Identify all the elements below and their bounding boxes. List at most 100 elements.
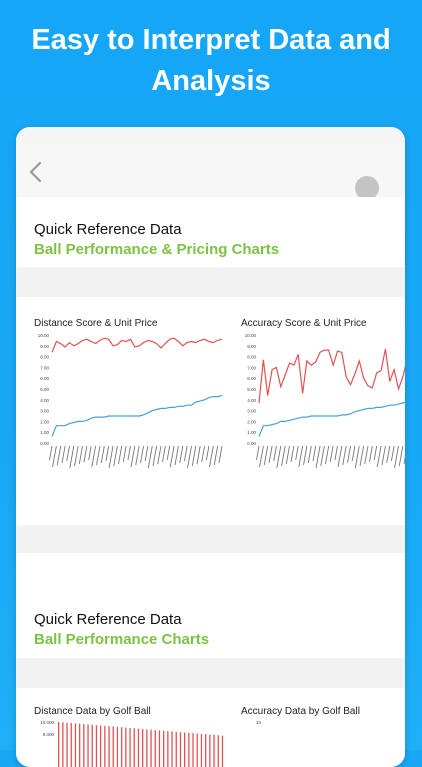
bar-2-34 [201,734,202,767]
x-tick-label-0-21 [140,446,143,463]
x-tick-label-0-25 [158,446,161,464]
x-tick-label-1-31 [391,446,394,461]
status-bar [16,127,405,145]
x-tick-label-1-25 [365,446,368,464]
section-header-2: Quick Reference Data Ball Performance Ch… [16,553,405,658]
series-line-1-0 [259,349,405,403]
x-tick-label-0-10 [92,446,96,467]
x-tick-label-1-10 [299,446,303,467]
y-tick-label-0-8: 8.00 [40,355,49,360]
y-tick-label-3-0: 10 [256,720,262,725]
bar-2-24 [159,730,160,767]
x-tick-label-1-8 [291,446,294,462]
section-header-1: Quick Reference Data Ball Performance & … [16,197,405,267]
x-tick-label-1-17 [330,446,333,462]
x-tick-label-0-11 [97,446,100,465]
x-tick-label-1-34 [404,446,405,464]
y-tick-label-2-1: 9.000 [43,732,55,737]
x-tick-label-0-34 [197,446,200,464]
bar-2-27 [171,731,172,767]
y-tick-label-0-3: 3.00 [40,409,49,414]
headline-line-1: Easy to Interpret Data and [12,20,410,61]
series-line-1-1 [259,398,405,437]
bar-2-18 [134,728,135,767]
x-tick-label-1-32 [395,446,399,468]
x-tick-label-1-20 [343,446,346,465]
chart-4-title: Accuracy Data by Golf Ball [241,706,360,717]
x-tick-label-0-17 [123,446,126,462]
bar-2-9 [96,725,97,767]
chevron-left-icon[interactable] [28,161,44,183]
bar-2-17 [129,728,130,767]
divider-gap-3 [16,658,405,688]
x-tick-label-0-9 [89,446,92,460]
x-tick-label-1-5 [277,446,281,468]
bar-2-15 [121,727,122,767]
y-tick-label-0-7: 7.00 [40,365,49,370]
bar-2-23 [155,730,156,767]
section-1-subtitle: Ball Performance & Pricing Charts [34,241,279,258]
y-tick-label-0-9: 9.00 [40,344,49,349]
charts-row-2: Distance Data by Golf Ball Accuracy Data… [16,688,405,767]
accuracy-price-chart: 0.001.002.003.004.005.006.007.008.009.00… [233,331,405,521]
x-tick-label-0-18 [128,446,131,460]
y-tick-label-0-2: 2.00 [40,419,49,424]
bar-2-36 [209,735,210,767]
x-tick-label-1-22 [352,446,355,461]
x-tick-label-1-16 [326,446,329,464]
series-line-0-1 [52,396,222,437]
y-tick-label-0-4: 4.00 [40,398,49,403]
bar-2-21 [146,729,147,767]
bar-2-37 [213,735,214,767]
x-tick-label-0-7 [79,446,82,464]
x-tick-label-0-39 [219,446,222,463]
bar-2-0 [58,722,59,767]
x-tick-label-0-19 [131,446,135,467]
bar-2-10 [100,726,101,767]
bar-2-35 [205,734,206,767]
x-tick-label-1-15 [321,446,325,466]
bar-2-14 [117,727,118,767]
bar-2-32 [192,733,193,767]
bar-2-4 [75,723,76,767]
x-tick-label-1-7 [286,446,289,464]
x-tick-label-0-29 [175,446,178,465]
bar-2-20 [142,729,143,767]
bar-2-39 [222,736,223,767]
x-tick-label-0-37 [210,446,214,467]
bar-2-1 [62,722,63,767]
divider-gap-2 [16,525,405,553]
distance-bar-chart: 10.000 9.000 [26,720,226,767]
y-tick-label-0-1: 1.00 [40,430,49,435]
bar-2-6 [83,724,84,767]
section-2-subtitle: Ball Performance Charts [34,631,209,648]
distance-price-chart: 0.001.002.003.004.005.006.007.008.009.00… [26,331,226,521]
section-1-title: Quick Reference Data [34,221,182,238]
x-tick-label-1-11 [304,446,307,465]
x-tick-label-1-12 [308,446,311,463]
x-tick-label-0-22 [145,446,148,461]
y-tick-label-2-0: 10.000 [40,720,54,725]
bar-2-3 [71,723,72,767]
x-tick-label-1-3 [269,446,272,463]
x-tick-label-1-29 [382,446,385,465]
x-tick-label-0-33 [192,446,196,466]
x-tick-label-1-6 [282,446,286,466]
x-tick-label-0-6 [75,446,79,466]
x-tick-label-0-23 [148,446,152,468]
x-tick-label-0-16 [119,446,122,464]
x-tick-label-0-24 [153,446,157,466]
x-tick-label-0-27 [167,446,170,460]
bar-2-8 [92,725,93,767]
x-tick-label-0-36 [206,446,209,460]
chart-2-title: Accuracy Score & Unit Price [241,318,367,329]
section-2-title: Quick Reference Data [34,611,182,628]
bar-2-28 [176,732,177,767]
x-tick-label-1-24 [360,446,364,466]
x-tick-label-0-35 [202,446,205,462]
y-tick-label-1-5: 5.00 [247,387,256,392]
x-tick-label-0-14 [109,446,113,468]
x-tick-label-0-5 [70,446,74,468]
y-tick-label-1-1: 1.00 [247,430,256,435]
x-tick-label-0-12 [101,446,104,463]
